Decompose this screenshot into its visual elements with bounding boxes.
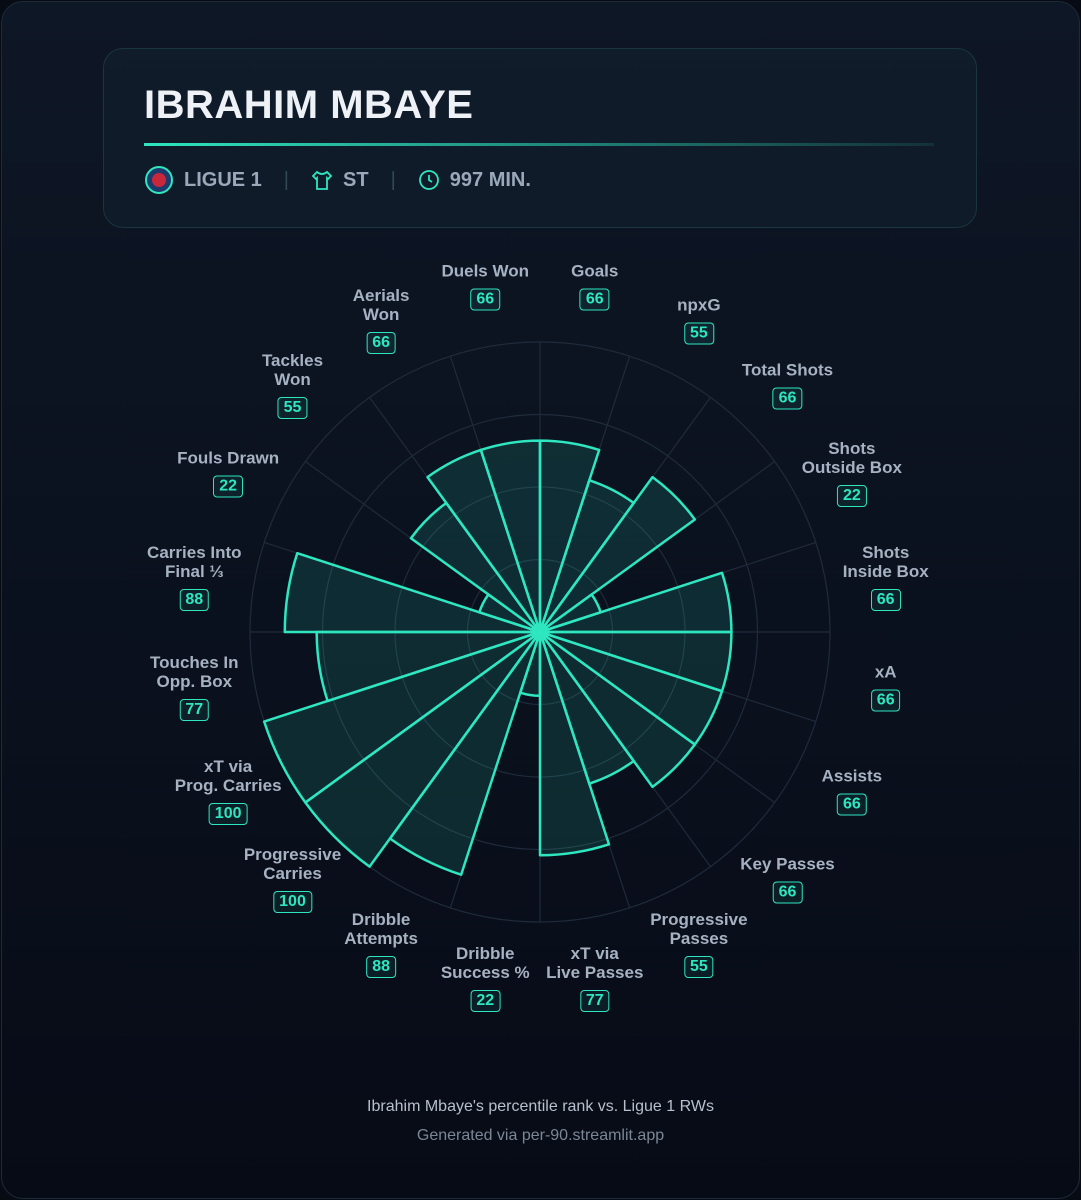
value-badge: 22: [836, 485, 867, 508]
category-label: xT via Live Passes 77: [546, 944, 643, 1012]
category-name: Dribble Success %: [440, 943, 530, 982]
bar: [479, 439, 542, 634]
title-rule: [144, 143, 934, 146]
separator: |: [390, 168, 396, 191]
league: LIGUE 1: [184, 168, 262, 191]
category-name: xT via Prog. Carries: [174, 756, 282, 795]
position: ST: [343, 168, 369, 191]
minutes: 997 MIN.: [449, 168, 531, 191]
category-name: Duels Won: [441, 261, 529, 281]
category-label: Assists 66: [821, 766, 883, 816]
category-label: Aerials Won 66: [352, 286, 410, 355]
value-badge: 66: [772, 881, 803, 904]
category-label: Tackles Won 55: [262, 351, 323, 419]
bar: [538, 630, 697, 789]
category-label: xT via Prog. Carries 100: [175, 757, 282, 825]
category-label: Progressive Passes 55: [650, 909, 748, 978]
value-badge: 88: [366, 955, 396, 978]
value-badge: 66: [772, 387, 803, 409]
bar: [538, 475, 697, 634]
category-label: Dribble Success % 22: [441, 944, 530, 1012]
value-badge: 22: [470, 989, 501, 1012]
value-badge: 100: [208, 802, 248, 825]
bar: [262, 630, 542, 804]
club-badge: [145, 166, 173, 194]
category-name: Tackles Won: [261, 350, 324, 389]
category-name: Total Shots: [741, 360, 834, 379]
value-badge: 66: [870, 689, 901, 712]
category-label: Duels Won 66: [441, 262, 529, 311]
header-card: IBRAHIM MBAYE LIGUE 1 | ST | 997 MIN.: [103, 48, 977, 228]
category-label: Fouls Drawn 22: [177, 449, 279, 498]
value-badge: 100: [273, 891, 312, 914]
category-label: Touches In Opp. Box 77: [150, 652, 239, 721]
category-label: Carries Into Final ⅓ 88: [147, 543, 242, 612]
center-dot: [536, 628, 544, 636]
category-name: Progressive Carries: [243, 845, 342, 884]
value-badge: 77: [179, 698, 210, 721]
value-badge: 66: [836, 793, 867, 816]
value-badge: 55: [683, 955, 714, 978]
category-name: Shots Inside Box: [842, 543, 929, 582]
category-label: Total Shots 66: [742, 360, 833, 409]
category-label: Progressive Carries 100: [243, 845, 342, 914]
category-label: Shots Inside Box 66: [842, 543, 929, 612]
category-name: npxG: [677, 295, 721, 315]
value-badge: 66: [870, 589, 901, 612]
value-badge: 88: [179, 589, 210, 612]
value-badge: 66: [366, 332, 396, 355]
value-badge: 55: [683, 322, 714, 345]
value-badge: 22: [213, 475, 244, 498]
category-name: Aerials Won: [352, 286, 410, 325]
category-name: Fouls Drawn: [177, 448, 280, 468]
category-label: Goals 66: [571, 262, 618, 311]
category-name: Progressive Passes: [650, 909, 748, 948]
credit: Generated via per-90.streamlit.app: [416, 1127, 665, 1144]
category-label: xA 66: [870, 662, 901, 712]
category-name: Carries Into Final ⅓: [147, 543, 242, 582]
value-badge: 66: [579, 288, 610, 311]
value-badge: 77: [579, 989, 610, 1012]
category-label: npxG 55: [677, 295, 721, 345]
caption: Ibrahim Mbaye's percentile rank vs. Ligu…: [367, 1098, 714, 1115]
category-name: Assists: [821, 766, 883, 786]
separator: |: [283, 168, 289, 191]
clock-icon: [418, 170, 439, 190]
category-label: Dribble Attempts 88: [344, 910, 418, 978]
category-name: Goals: [571, 261, 619, 281]
value-badge: 66: [470, 288, 501, 311]
meta-row: LIGUE 1 | ST | 997 MIN.: [144, 165, 531, 195]
category-name: Touches In Opp. Box: [150, 652, 239, 691]
category-label: Shots Outside Box 22: [801, 439, 902, 508]
category-name: Dribble Attempts: [344, 909, 418, 948]
player-name: IBRAHIM MBAYE: [144, 83, 474, 127]
bar: [283, 551, 542, 634]
category-name: Shots Outside Box: [801, 439, 902, 478]
category-name: xA: [874, 662, 897, 682]
category-name: xT via Live Passes: [546, 943, 644, 982]
shirt-icon: [311, 170, 333, 190]
category-name: Key Passes: [740, 854, 835, 874]
value-badge: 55: [277, 396, 308, 419]
bar: [538, 630, 611, 857]
category-label: Key Passes 66: [740, 855, 835, 904]
